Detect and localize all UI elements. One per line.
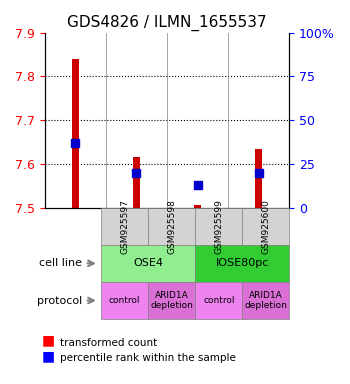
Text: GSM925598: GSM925598 [167, 199, 176, 254]
Bar [194, 205, 201, 208]
FancyBboxPatch shape [195, 208, 242, 245]
Bar [133, 157, 140, 208]
Point [256, 170, 261, 176]
Text: percentile rank within the sample: percentile rank within the sample [60, 353, 235, 363]
Text: IOSE80pc: IOSE80pc [216, 258, 269, 268]
Text: cell line: cell line [39, 258, 82, 268]
Text: control: control [203, 296, 235, 305]
FancyBboxPatch shape [101, 282, 148, 319]
Point [72, 140, 78, 146]
FancyBboxPatch shape [242, 282, 289, 319]
Text: ■: ■ [42, 334, 55, 348]
Text: protocol: protocol [37, 296, 82, 306]
Text: OSE4: OSE4 [133, 258, 163, 268]
FancyBboxPatch shape [148, 208, 195, 245]
FancyBboxPatch shape [101, 208, 148, 245]
Bar [255, 149, 262, 208]
Point [195, 182, 201, 188]
Text: GSM925600: GSM925600 [261, 199, 271, 254]
Point [134, 170, 139, 176]
Text: ■: ■ [42, 349, 55, 363]
Title: GDS4826 / ILMN_1655537: GDS4826 / ILMN_1655537 [67, 15, 267, 31]
FancyBboxPatch shape [101, 245, 195, 282]
FancyBboxPatch shape [148, 282, 195, 319]
FancyBboxPatch shape [195, 245, 289, 282]
Text: transformed count: transformed count [60, 338, 157, 348]
FancyBboxPatch shape [195, 282, 242, 319]
Text: control: control [109, 296, 140, 305]
Bar [72, 59, 79, 208]
Text: ARID1A
depletion: ARID1A depletion [244, 291, 287, 310]
FancyBboxPatch shape [242, 208, 289, 245]
Text: GSM925599: GSM925599 [214, 199, 223, 254]
Text: ARID1A
depletion: ARID1A depletion [150, 291, 193, 310]
Text: GSM925597: GSM925597 [120, 199, 129, 254]
